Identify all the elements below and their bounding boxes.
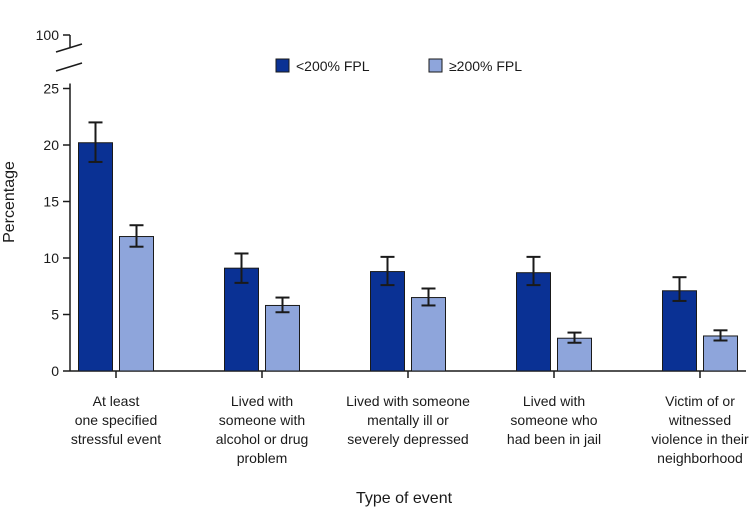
legend-label: ≥200% FPL: [449, 58, 522, 74]
x-tick-label: severely depressed: [347, 431, 468, 447]
y-tick-label: 15: [43, 194, 59, 210]
x-tick-label: Lived with: [523, 393, 585, 409]
bar: [224, 267, 259, 372]
y-axis-title: Percentage: [1, 161, 18, 243]
y-tick-label: 100: [36, 27, 60, 43]
axis-break-mask: [56, 48, 84, 66]
x-tick-label: alcohol or drug: [216, 431, 309, 447]
x-tick-label: neighborhood: [657, 450, 743, 466]
x-tick-label: someone who: [510, 412, 597, 428]
bar: [265, 304, 300, 372]
x-tick-label: problem: [237, 450, 288, 466]
y-tick-label: 25: [43, 81, 59, 97]
x-tick-label: one specified: [75, 412, 158, 428]
bar: [662, 290, 697, 372]
bar: [370, 271, 405, 372]
legend-swatch: [428, 58, 443, 73]
bar: [78, 142, 113, 372]
y-tick-label: 20: [43, 137, 59, 153]
axis-break-mark: [55, 43, 83, 53]
bar: [703, 335, 738, 372]
bar: [516, 272, 551, 372]
y-tick-label: 5: [51, 307, 59, 323]
x-axis-title: Type of event: [356, 490, 453, 507]
x-tick-label: mentally ill or: [367, 412, 449, 428]
legend-label: <200% FPL: [296, 58, 370, 74]
y-tick-label: 10: [43, 250, 59, 266]
x-tick-label: Lived with someone: [346, 393, 470, 409]
x-tick-label: Victim of or: [665, 393, 735, 409]
x-tick-label: Lived with: [231, 393, 293, 409]
x-tick-label: At least: [93, 393, 140, 409]
x-tick-label: stressful event: [71, 431, 161, 447]
bar: [119, 236, 154, 372]
legend-swatch: [275, 58, 290, 73]
category-labels: At least one specified stressful event Live…: [71, 371, 749, 466]
axis-break-mark: [55, 62, 83, 72]
y-tick-label: 0: [51, 363, 59, 379]
x-tick-label: someone with: [219, 412, 305, 428]
legend: <200% FPL ≥200% FPL: [275, 58, 522, 74]
bars: [78, 121, 738, 372]
x-tick-label: witnessed: [668, 412, 731, 428]
x-tick-label: had been in jail: [507, 431, 601, 447]
bar: [411, 297, 446, 372]
x-tick-label: violence in their: [651, 431, 749, 447]
